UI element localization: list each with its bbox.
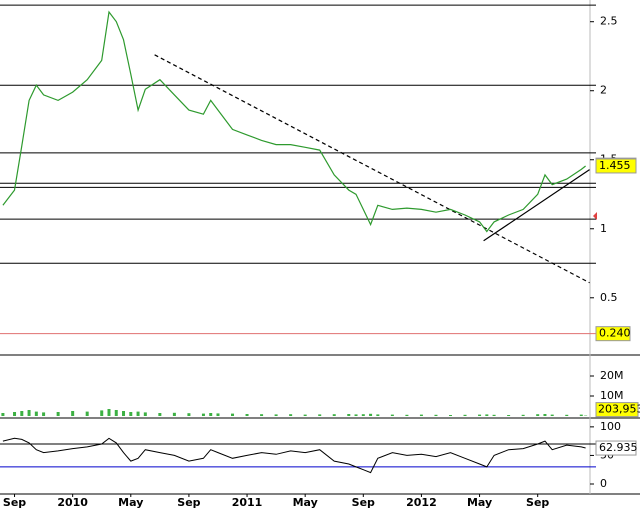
volume-bar (361, 414, 365, 416)
volume-bar (172, 412, 176, 416)
volume-bar (20, 411, 24, 416)
volume-bar (216, 413, 220, 416)
volume-bar (201, 413, 205, 416)
value-box (595, 440, 637, 456)
volume-bar (85, 411, 89, 416)
volume-bar (565, 414, 569, 416)
marker (593, 212, 597, 220)
volume-bar (122, 411, 126, 416)
value-label: 1.455 (599, 159, 631, 172)
trend-line (154, 54, 590, 284)
volume-bar (100, 410, 104, 416)
x-tick-label: May (467, 496, 492, 509)
volume-bar (27, 410, 31, 416)
volume-bar (245, 414, 249, 416)
volume-bar (550, 414, 554, 416)
value-box (595, 158, 637, 174)
volume-bar (114, 410, 118, 416)
volume-bar (376, 414, 380, 416)
volume-bar (158, 413, 162, 416)
volume-bar (274, 414, 278, 416)
volume-bar (463, 414, 467, 416)
volume-bar (369, 413, 373, 416)
volume-bar (71, 411, 75, 416)
volume-bar (187, 413, 191, 416)
volume-bar (536, 414, 540, 416)
volume-bar (231, 413, 235, 416)
value-box (595, 326, 631, 342)
volume-bar (332, 414, 336, 416)
y-tick-label: 1 (600, 222, 607, 235)
x-tick-label: Sep (177, 496, 200, 509)
volume-bar (143, 412, 147, 416)
volume-bar (107, 409, 111, 416)
volume-bar (521, 414, 525, 416)
y-tick-label: 2 (600, 84, 607, 97)
x-tick-label: Sep (526, 496, 549, 509)
volume-bar (448, 415, 452, 416)
volume-bar (507, 415, 511, 416)
volume-bar (579, 414, 583, 416)
trend-line (483, 169, 590, 242)
volume-bar (347, 414, 351, 416)
x-tick-label: Sep (352, 496, 375, 509)
value-label: 62.935 (599, 441, 638, 454)
volume-bar (419, 414, 423, 416)
volume-bar (56, 412, 60, 416)
y-tick-label: 100 (600, 420, 621, 433)
y-tick-label: 10M (600, 389, 624, 402)
volume-bar (390, 414, 394, 416)
volume-bar (260, 414, 264, 416)
volume-bar (209, 413, 213, 416)
rsi-line (2, 437, 586, 474)
x-tick-label: May (293, 496, 318, 509)
x-tick-label: 2011 (232, 496, 263, 509)
y-tick-label: 2.5 (600, 15, 618, 28)
volume-bar (289, 414, 293, 416)
y-tick-label: 0.5 (600, 291, 618, 304)
y-tick-label: 0 (600, 477, 607, 490)
price-line (2, 10, 586, 233)
volume-bar (42, 412, 46, 416)
x-tick-label: 2012 (406, 496, 437, 509)
volume-bar (485, 414, 489, 416)
volume-bar (13, 412, 17, 416)
volume-bar (136, 411, 140, 416)
y-tick-label: 20M (600, 369, 624, 382)
volume-bar (1, 413, 5, 416)
volume-bar (405, 414, 409, 416)
volume-bar (543, 414, 547, 416)
volume-bar (478, 414, 482, 416)
volume-bar (354, 414, 358, 416)
volume-bar (129, 412, 133, 416)
volume-bar (492, 414, 496, 416)
value-label: 0.240 (599, 327, 631, 340)
x-tick-label: 2010 (57, 496, 88, 509)
x-tick-label: Sep (3, 496, 26, 509)
volume-bar (34, 411, 38, 416)
value-box (595, 402, 639, 418)
volume-bar (318, 414, 322, 416)
x-tick-label: May (118, 496, 143, 509)
volume-bar (434, 414, 438, 416)
value-label: 203,953 (598, 403, 640, 416)
volume-bar (303, 414, 307, 416)
